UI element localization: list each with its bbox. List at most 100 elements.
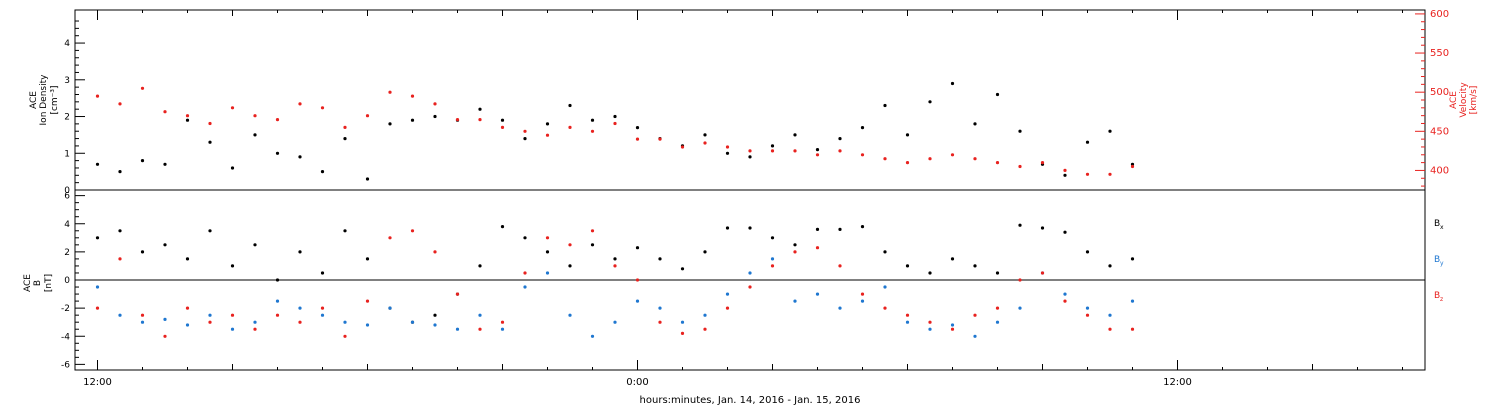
- b-tick-label: 0: [64, 276, 70, 286]
- velocity-point: [725, 145, 730, 149]
- by-point: [230, 327, 235, 331]
- density-tick-label: 4: [64, 39, 70, 49]
- velocity-point: [320, 106, 325, 110]
- bz-point: [545, 236, 550, 240]
- velocity-point: [1040, 161, 1045, 165]
- velocity-tick-label: 550: [1430, 48, 1449, 59]
- ion-density-point: [815, 148, 820, 152]
- ion-density-point: [793, 133, 797, 137]
- bx-point: [568, 264, 572, 268]
- by-point: [118, 313, 122, 317]
- bz-point: [478, 327, 482, 331]
- bz-series: [95, 229, 1135, 338]
- bz-point: [433, 250, 437, 254]
- bx-point: [725, 226, 730, 230]
- by-point: [860, 299, 865, 303]
- ion-density-point: [230, 166, 235, 170]
- bz-point: [320, 306, 325, 310]
- bx-point: [478, 264, 482, 268]
- bz-point: [275, 313, 280, 317]
- by-point: [275, 299, 280, 303]
- bz-point: [118, 257, 122, 261]
- bz-point: [793, 250, 797, 254]
- by-point: [793, 299, 797, 303]
- by-point: [1108, 313, 1112, 317]
- bz-point: [1085, 313, 1090, 317]
- ion-density-point: [590, 118, 595, 122]
- ion-density-point: [860, 126, 865, 130]
- bx-point: [343, 229, 347, 233]
- bz-point: [1108, 327, 1112, 331]
- bx-point: [320, 271, 325, 275]
- velocity-point: [478, 118, 482, 122]
- legend-z-sub: z: [1440, 296, 1443, 303]
- bx-point: [838, 227, 842, 231]
- bz-point: [365, 299, 370, 303]
- velocity-axis-label-line: Velocity: [1459, 82, 1469, 118]
- bz-point: [748, 285, 752, 289]
- bz-point: [1130, 327, 1135, 331]
- ion-density-point: [275, 151, 280, 155]
- bz-point: [860, 292, 865, 296]
- density-axis-label: ACE Ion Density [cm⁻³]: [29, 74, 60, 126]
- by-point: [185, 323, 190, 327]
- bx-point: [298, 250, 302, 254]
- by-point: [973, 334, 977, 338]
- bz-point: [928, 320, 932, 324]
- velocity-point: [163, 110, 167, 114]
- top-panel-frame: [74, 9, 1426, 191]
- bx-point: [793, 243, 797, 247]
- velocity-point: [95, 94, 100, 98]
- velocity-point: [545, 133, 550, 137]
- velocity-point: [1018, 164, 1022, 169]
- by-point: [815, 292, 820, 296]
- bx-point: [365, 257, 370, 261]
- bx-point: [545, 250, 550, 254]
- by-point: [725, 292, 730, 296]
- velocity-point: [950, 153, 955, 157]
- data-points: [95, 81, 1135, 338]
- velocity-point: [388, 90, 392, 94]
- by-point: [455, 327, 460, 331]
- legend-x-sub: x: [1440, 224, 1444, 231]
- ion-density-point: [208, 140, 212, 144]
- bx-point: [950, 257, 955, 261]
- by-point: [590, 334, 595, 338]
- bz-point: [973, 313, 977, 317]
- bx-point: [1130, 257, 1135, 261]
- velocity-point: [433, 102, 437, 106]
- bz-point: [950, 327, 955, 331]
- by-point: [1063, 292, 1067, 296]
- b-axis-label-line: ACE: [23, 274, 33, 292]
- bx-point: [163, 243, 167, 247]
- ion-density-point: [995, 92, 1000, 97]
- bz-point: [343, 334, 347, 338]
- legend-y: B: [1434, 255, 1440, 265]
- bz-point: [703, 327, 707, 331]
- ion-density-point: [500, 118, 505, 122]
- velocity-point: [253, 114, 257, 118]
- by-point: [568, 313, 572, 317]
- ion-density-point: [478, 107, 482, 111]
- ion-density-point: [770, 144, 775, 148]
- x-tick-label: 12:00: [83, 377, 112, 388]
- bx-point: [1018, 223, 1022, 227]
- bx-point: [1040, 226, 1045, 230]
- b-tick-label: -6: [61, 360, 70, 370]
- velocity-point: [1085, 172, 1090, 176]
- velocity-point: [1108, 172, 1112, 176]
- bx-point: [883, 250, 887, 254]
- velocity-point: [635, 137, 640, 141]
- b-tick-label: -2: [61, 304, 70, 314]
- ion-density-point: [905, 133, 910, 137]
- bz-point: [500, 320, 505, 324]
- bx-point: [523, 236, 527, 240]
- ion-density-point: [950, 81, 955, 86]
- bx-point: [860, 225, 865, 229]
- b-tick-label: -4: [61, 332, 70, 342]
- by-point: [523, 285, 527, 289]
- by-point: [140, 320, 145, 324]
- by-point: [995, 320, 1000, 324]
